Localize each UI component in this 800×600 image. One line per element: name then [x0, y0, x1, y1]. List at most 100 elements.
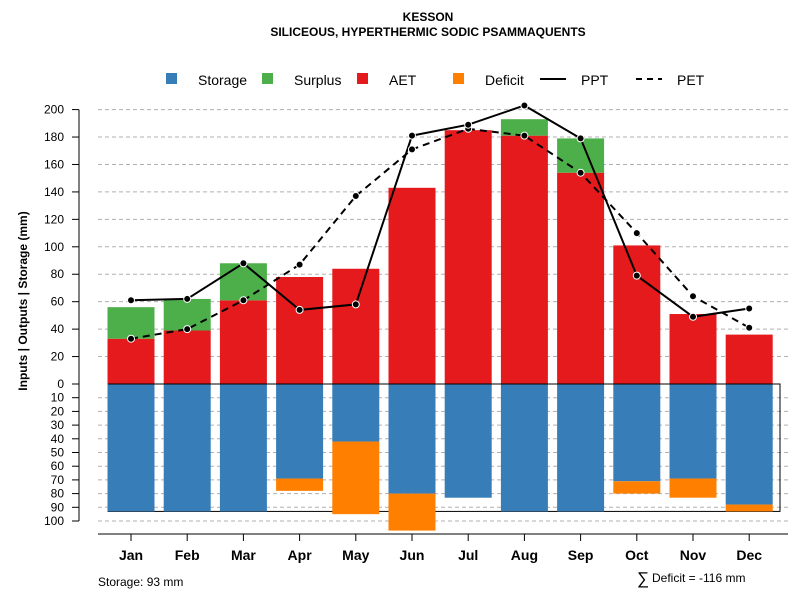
y-tick-label: 10: [51, 391, 65, 405]
storage-bar: [276, 384, 324, 479]
surplus-bar: [500, 119, 548, 136]
ppt-point: [576, 134, 585, 143]
ppt-point: [632, 271, 641, 280]
legend: Storage Surplus AET Deficit PPT PET: [166, 72, 705, 88]
aet-bar: [500, 135, 548, 384]
x-tick-label: Aug: [511, 547, 538, 563]
storage-bar: [557, 384, 605, 512]
storage-footer: Storage: 93 mm: [98, 575, 183, 589]
x-tick-label: Apr: [288, 547, 313, 563]
pet-point: [408, 145, 416, 154]
pet-point: [351, 192, 360, 201]
surplus-bar: [557, 138, 605, 173]
legend-deficit-label: Deficit: [485, 72, 524, 88]
storage-bar: [163, 384, 211, 512]
deficit-bar: [332, 441, 380, 515]
y-tick-label: 70: [51, 473, 65, 487]
y-tick-label: 100: [44, 240, 64, 254]
legend-aet-swatch: [357, 73, 368, 84]
legend-deficit-swatch: [453, 73, 464, 84]
deficit-bar: [388, 493, 436, 531]
y-tick-label: 40: [51, 432, 65, 446]
aet-bar: [219, 300, 267, 384]
storage-bar: [219, 384, 267, 512]
y-tick-label: 120: [44, 212, 64, 226]
deficit-footer: Deficit = -116 mm: [652, 571, 745, 585]
aet-bar: [557, 172, 605, 384]
deficit-bar: [669, 478, 717, 498]
ppt-point: [689, 312, 697, 321]
x-tick-label: Jul: [458, 547, 478, 563]
pet-line: [130, 127, 750, 340]
pet-point: [576, 168, 585, 177]
legend-surplus-swatch: [262, 73, 273, 84]
ppt-point: [183, 294, 192, 303]
aet-bar: [613, 245, 661, 384]
y-tick-label: 140: [44, 185, 64, 199]
y-tick-label: 0: [57, 377, 64, 391]
ppt-point: [464, 120, 473, 129]
legend-storage-swatch: [166, 73, 177, 84]
sum-symbol: ∑: [637, 569, 649, 588]
x-tick-label: May: [342, 547, 369, 563]
bars: [107, 119, 781, 531]
storage-bar: [500, 384, 548, 512]
x-tick-label: Oct: [625, 547, 649, 563]
y-tick-label: 80: [51, 487, 65, 501]
y-tick-label: 50: [51, 446, 65, 460]
pet-point: [632, 229, 641, 238]
y-tick-label: 180: [44, 130, 64, 144]
lines: [127, 101, 754, 343]
aet-bar: [276, 276, 324, 384]
x-tick-label: Sep: [568, 547, 594, 563]
chart-subtitle: SILICEOUS, HYPERTHERMIC SODIC PSAMMAQUEN…: [270, 25, 585, 39]
y-tick-label: 60: [51, 459, 65, 473]
legend-storage-label: Storage: [198, 72, 247, 88]
deficit-bar: [613, 481, 661, 494]
aet-bar: [107, 338, 155, 384]
x-tick-label: Nov: [680, 547, 707, 563]
storage-bar: [613, 384, 661, 482]
storage-bar: [725, 384, 773, 505]
x-tick-label: Dec: [736, 547, 762, 563]
pet-point: [295, 260, 304, 269]
ppt-point: [745, 304, 754, 313]
deficit-bar: [276, 478, 324, 491]
aet-bar: [444, 130, 492, 384]
aet-bar: [332, 268, 380, 384]
pet-point: [239, 296, 248, 305]
y-tick-label: 160: [44, 157, 64, 171]
y-tick-label: 90: [51, 500, 65, 514]
ppt-point: [295, 305, 304, 314]
pet-point: [745, 323, 754, 332]
x-tick-label: Mar: [231, 547, 256, 563]
y-axis-label: Inputs | Outputs | Storage (mm): [16, 211, 30, 390]
legend-pet-label: PET: [677, 72, 705, 88]
pet-point: [183, 325, 192, 334]
storage-bar: [388, 384, 436, 494]
pet-point: [127, 334, 135, 343]
x-tick-label: Jun: [400, 547, 425, 563]
aet-bar: [669, 314, 717, 384]
y-tick-label: 100: [44, 514, 64, 528]
storage-bar: [107, 384, 155, 512]
ppt-point: [127, 296, 135, 305]
x-tick-label: Feb: [175, 547, 200, 563]
ppt-point: [520, 101, 529, 110]
legend-aet-label: AET: [389, 72, 417, 88]
y-tick-label: 20: [51, 350, 65, 364]
ppt-point: [239, 259, 248, 268]
axes: Jan Feb Mar Apr May Jun Jul Aug Sep Oct Nov Dec 0 20 4…: [44, 103, 788, 563]
y-tick-label: 40: [51, 322, 65, 336]
legend-surplus-label: Surplus: [294, 72, 341, 88]
surplus-bar: [107, 307, 155, 339]
chart-title: KESSON: [403, 10, 454, 24]
ppt-line: [130, 104, 750, 318]
y-tick-label: 20: [51, 404, 65, 418]
y-tick-label: 30: [51, 418, 65, 432]
storage-bar: [332, 384, 380, 442]
storage-bar: [444, 384, 492, 498]
ppt-point: [351, 300, 360, 309]
legend-ppt-label: PPT: [581, 72, 609, 88]
